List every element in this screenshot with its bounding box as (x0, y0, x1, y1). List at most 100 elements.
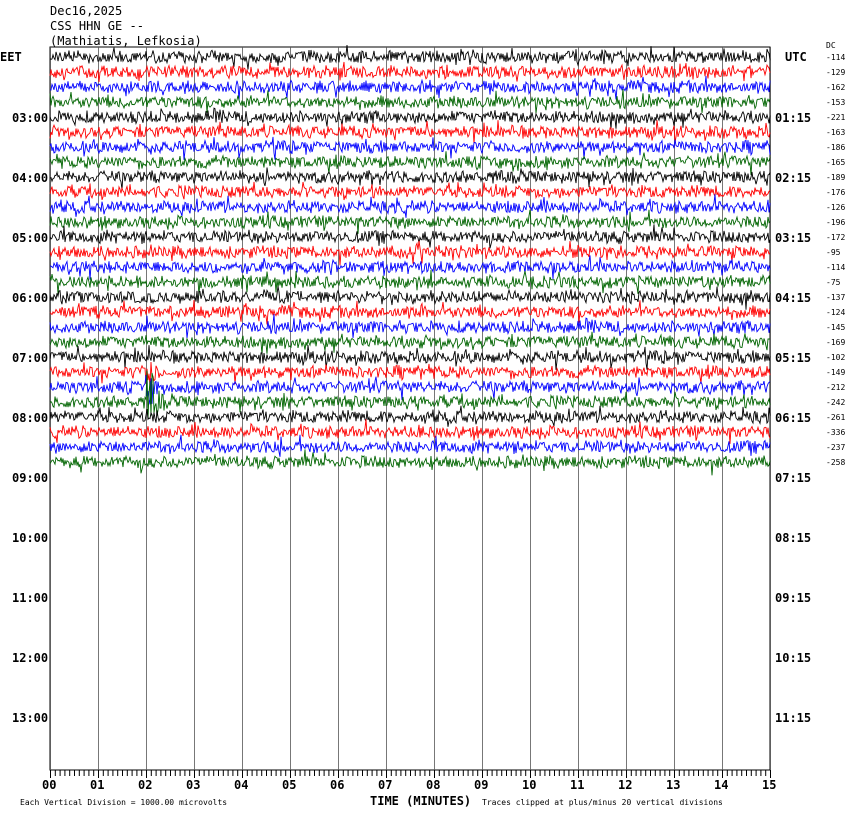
dc-offset-label: -221 (826, 113, 846, 122)
x-tick-label: 02 (138, 778, 153, 792)
left-hour-label: 08:00 (12, 411, 49, 425)
scale-note: Each Vertical Division = 1000.00 microvo… (20, 798, 228, 807)
left-hour-label: 11:00 (12, 591, 49, 605)
seismic-trace (49, 88, 771, 114)
dc-offset-label: -163 (826, 128, 846, 137)
x-tick-label: 10 (522, 778, 537, 792)
seismic-trace (49, 107, 771, 130)
dc-offset-label: -165 (826, 158, 846, 167)
seismic-trace (49, 151, 771, 176)
x-tick-label: 11 (570, 778, 585, 792)
seismic-trace (49, 449, 771, 476)
left-hour-label: 03:00 (12, 111, 49, 125)
clip-note: Traces clipped at plus/minus 20 vertical… (482, 798, 723, 807)
right-hour-label: 09:15 (775, 591, 812, 605)
right-hour-label: 07:15 (775, 471, 812, 485)
x-tick-label: 01 (90, 778, 105, 792)
x-tick-label: 09 (474, 778, 489, 792)
x-tick-label: 07 (378, 778, 393, 792)
seismic-trace (49, 361, 771, 387)
seismic-trace (49, 374, 771, 405)
x-tick-label: 03 (186, 778, 201, 792)
seismic-trace (49, 331, 771, 355)
station: CSS HHN GE -- (50, 19, 144, 33)
left-hour-label: 13:00 (12, 711, 49, 725)
seismic-trace (49, 255, 771, 280)
seismic-trace (49, 45, 771, 70)
x-tick-label: 06 (330, 778, 345, 792)
seismic-trace (49, 419, 771, 444)
dc-offset-label: -145 (826, 323, 846, 332)
seismic-trace (49, 434, 771, 457)
x-axis-label: TIME (MINUTES) (370, 794, 472, 808)
date: Dec16,2025 (50, 4, 123, 18)
left-hour-label: 12:00 (12, 651, 49, 665)
seismic-trace (49, 136, 771, 160)
right-hour-label: 08:15 (775, 531, 812, 545)
dc-offset-label: -172 (826, 233, 846, 242)
x-tick-label: 05 (282, 778, 297, 792)
dc-offset-label: -114 (826, 263, 846, 272)
right-hour-label: 04:15 (775, 291, 812, 305)
seismic-trace (49, 405, 771, 427)
left-hour-label: 04:00 (12, 171, 49, 185)
dc-offset-label: -186 (826, 143, 846, 152)
dc-offset-label: -153 (826, 98, 846, 107)
left-timezone: EET (0, 50, 22, 64)
right-hour-label: 11:15 (775, 711, 812, 725)
x-tick-label: 00 (42, 778, 57, 792)
seismic-trace (49, 269, 771, 296)
left-hour-label: 09:00 (12, 471, 49, 485)
x-tick-label: 08 (426, 778, 441, 792)
dc-offset-label: -212 (826, 383, 846, 392)
dc-offset-label: -129 (826, 68, 846, 77)
dc-offset-label: -237 (826, 443, 846, 452)
dc-offset-label: -95 (826, 248, 841, 257)
dc-offset-label: -124 (826, 308, 846, 317)
left-hour-label: 05:00 (12, 231, 49, 245)
dc-offset-label: -126 (826, 203, 846, 212)
seismic-trace (49, 313, 771, 339)
dc-offset-label: -75 (826, 278, 841, 287)
dc-offset-label: -261 (826, 413, 846, 422)
right-hour-label: 01:15 (775, 111, 812, 125)
seismic-trace (49, 345, 771, 370)
seismic-trace (49, 224, 771, 249)
dc-offset-label: -196 (826, 218, 846, 227)
right-hour-label: 10:15 (775, 651, 812, 665)
dc-offset-label: -149 (826, 368, 846, 377)
dc-offset-label: -242 (826, 398, 846, 407)
seismic-trace (49, 75, 771, 101)
seismic-trace (49, 194, 771, 218)
left-hour-label: 07:00 (12, 351, 49, 365)
right-hour-label: 03:15 (775, 231, 812, 245)
dc-offset-label: -114 (826, 53, 846, 62)
seismic-trace (49, 370, 771, 420)
left-hour-label: 10:00 (12, 531, 49, 545)
x-tick-label: 14 (714, 778, 729, 792)
right-hour-label: 06:15 (775, 411, 812, 425)
dc-offset-label: -336 (826, 428, 846, 437)
x-tick-label: 15 (762, 778, 777, 792)
seismic-trace (49, 299, 771, 325)
dc-offset-label: -169 (826, 338, 846, 347)
right-hour-label: 05:15 (775, 351, 812, 365)
location: (Mathiatis, Lefkosia) (50, 34, 202, 48)
seismic-trace (49, 120, 771, 144)
right-hour-label: 02:15 (775, 171, 812, 185)
seismic-trace (49, 167, 771, 191)
seismic-trace (49, 286, 771, 310)
dc-offset-label: -176 (826, 188, 846, 197)
x-tick-label: 13 (666, 778, 681, 792)
dc-offset-label: -189 (826, 173, 846, 182)
left-hour-label: 06:00 (12, 291, 49, 305)
right-timezone: UTC (785, 50, 807, 64)
seismic-trace (49, 240, 771, 266)
x-tick-label: 04 (234, 778, 249, 792)
dc-offset-label: -102 (826, 353, 846, 362)
seismic-trace (49, 61, 771, 82)
seismic-trace (49, 181, 771, 201)
x-tick-label: 12 (618, 778, 633, 792)
